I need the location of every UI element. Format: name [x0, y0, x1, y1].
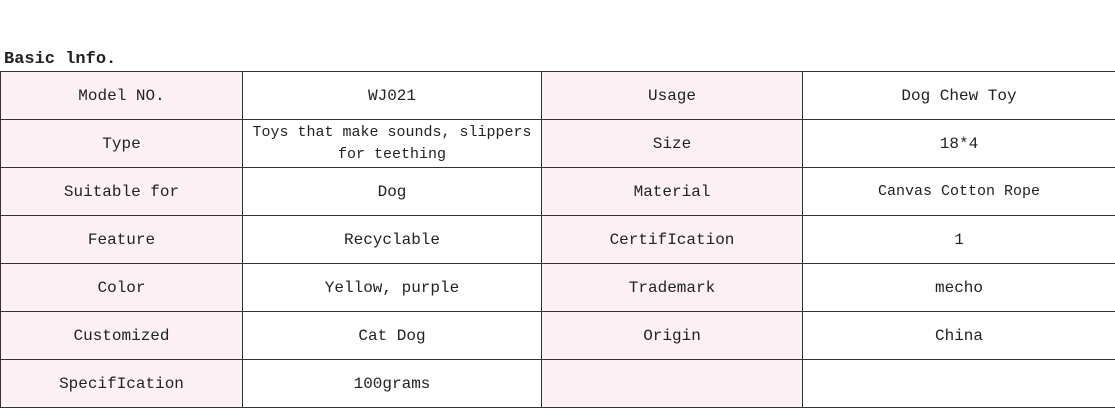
- field-value: 1: [802, 215, 1115, 264]
- field-label: Usage: [541, 71, 803, 120]
- field-label: CertifIcation: [541, 215, 803, 264]
- table-row: Color Yellow, purple Trademark mecho: [0, 263, 1115, 312]
- field-value: Dog: [242, 167, 542, 216]
- section-title: Basic lnfo.: [4, 50, 117, 69]
- table-row: Feature Recyclable CertifIcation 1: [0, 215, 1115, 264]
- field-value: 100grams: [242, 359, 542, 408]
- field-value: Recyclable: [242, 215, 542, 264]
- field-label: Color: [0, 263, 243, 312]
- field-value: China: [802, 311, 1115, 360]
- field-value: 18*4: [802, 119, 1115, 168]
- field-value: Canvas Cotton Rope: [802, 167, 1115, 216]
- field-label: Material: [541, 167, 803, 216]
- field-value: Cat Dog: [242, 311, 542, 360]
- table-row: SpecifIcation 100grams: [0, 359, 1115, 408]
- field-label: Customized: [0, 311, 243, 360]
- field-value: [802, 359, 1115, 408]
- field-label: Size: [541, 119, 803, 168]
- table-row: Customized Cat Dog Origin China: [0, 311, 1115, 360]
- field-label: Type: [0, 119, 243, 168]
- field-label: Feature: [0, 215, 243, 264]
- field-label: Origin: [541, 311, 803, 360]
- table-row: Type Toys that make sounds, slippers for …: [0, 119, 1115, 168]
- table-row: Model NO. WJ021 Usage Dog Chew Toy: [0, 71, 1115, 120]
- field-value: mecho: [802, 263, 1115, 312]
- field-label: [541, 359, 803, 408]
- basic-info-table: Model NO. WJ021 Usage Dog Chew Toy Type Toys …: [0, 71, 1115, 408]
- field-value: Toys that make sounds, slippers for teet…: [242, 119, 542, 168]
- field-value: WJ021: [242, 71, 542, 120]
- table-row: Suitable for Dog Material Canvas Cotton Rop…: [0, 167, 1115, 216]
- field-value: Dog Chew Toy: [802, 71, 1115, 120]
- field-value: Yellow, purple: [242, 263, 542, 312]
- field-label: Trademark: [541, 263, 803, 312]
- field-label: Suitable for: [0, 167, 243, 216]
- field-label: SpecifIcation: [0, 359, 243, 408]
- field-label: Model NO.: [0, 71, 243, 120]
